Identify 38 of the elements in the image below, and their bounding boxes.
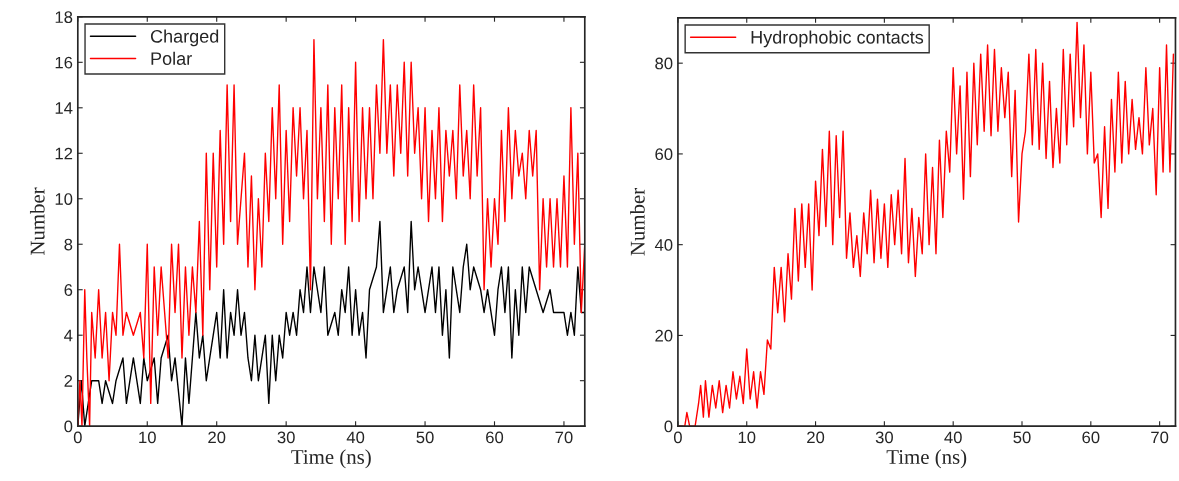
y-tick-label: 10 — [55, 193, 73, 205]
x-tick-label: 0 — [673, 431, 682, 444]
y-tick-label: 14 — [55, 102, 73, 114]
x-tick-label: 10 — [139, 431, 156, 444]
x-tick-label: 60 — [486, 431, 504, 444]
x-tick-label: 20 — [208, 431, 226, 444]
x-tick-label: 30 — [277, 431, 295, 444]
y-axis-title: Number — [630, 188, 645, 256]
x-tick-label: 0 — [73, 431, 82, 444]
y-tick-label: 0 — [664, 420, 673, 433]
legend-label: Hydrophobic contacts — [751, 30, 924, 48]
x-tick-label: 40 — [944, 431, 962, 444]
y-tick-label: 40 — [654, 239, 673, 251]
x-tick-label: 70 — [555, 431, 573, 444]
y-tick-label: 60 — [655, 148, 673, 161]
x-tick-label: 40 — [346, 431, 365, 444]
x-axis-title: Time (ns) — [291, 449, 371, 469]
y-tick-label: 80 — [655, 57, 673, 70]
x-tick-label: 60 — [1082, 431, 1100, 444]
x-tick-label: 30 — [875, 431, 893, 444]
x-tick-label: 50 — [1013, 431, 1031, 444]
y-tick-label: 18 — [55, 11, 73, 24]
y-tick-label: 16 — [55, 56, 73, 69]
x-tick-label: 70 — [1151, 431, 1169, 444]
x-tick-label: 50 — [416, 431, 434, 444]
y-tick-label: 2 — [64, 375, 73, 387]
y-tick-label: 12 — [55, 147, 73, 160]
x-tick-label: 10 — [738, 431, 756, 444]
legend-label: Charged — [150, 29, 219, 47]
x-tick-label: 20 — [807, 431, 825, 444]
y-axis-title: Number — [29, 187, 45, 256]
y-tick-label: 8 — [64, 238, 73, 251]
y-tick-label: 0 — [64, 420, 73, 433]
y-tick-label: 20 — [655, 329, 673, 342]
legend-label: Polar — [151, 51, 192, 65]
y-tick-label: 4 — [64, 329, 73, 342]
x-axis-title: Time (ns) — [886, 449, 967, 469]
y-tick-label: 6 — [64, 284, 73, 296]
